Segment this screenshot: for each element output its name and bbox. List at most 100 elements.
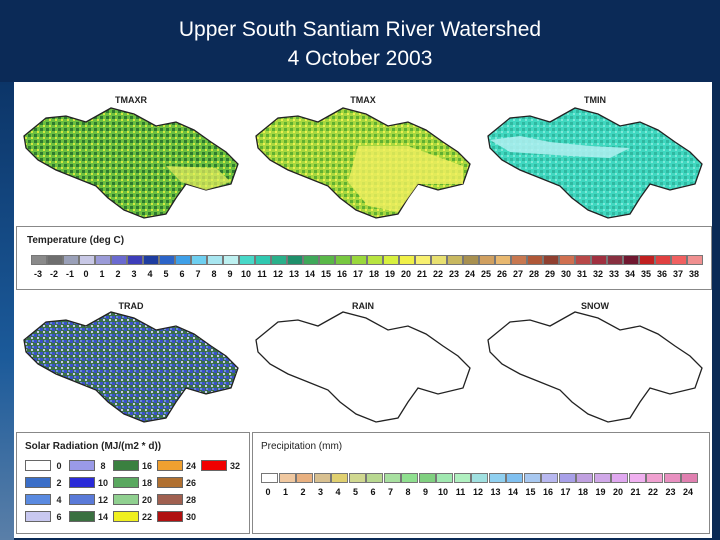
precip-swatch bbox=[488, 473, 506, 483]
temperature-swatch bbox=[239, 255, 255, 265]
precip-tick-label: 22 bbox=[647, 487, 658, 497]
temperature-tick-label: 0 bbox=[83, 269, 89, 279]
solar-swatch bbox=[25, 511, 51, 522]
solar-legend-item: 28 bbox=[157, 494, 199, 505]
precip-tick-label: 18 bbox=[577, 487, 588, 497]
temperature-swatch bbox=[399, 255, 415, 265]
temperature-swatch bbox=[415, 255, 431, 265]
solar-value-label: 18 bbox=[141, 477, 152, 488]
title-bar: Upper South Santiam River Watershed 4 Oc… bbox=[0, 0, 720, 82]
temperature-swatch bbox=[607, 255, 623, 265]
solar-value-label: 30 bbox=[185, 511, 196, 522]
precip-tick-label: 15 bbox=[525, 487, 536, 497]
temperature-tick-label: 32 bbox=[592, 269, 603, 279]
solar-swatch bbox=[157, 477, 183, 488]
solar-legend-item: 16 bbox=[113, 460, 155, 471]
precip-tick-label: 3 bbox=[317, 487, 323, 497]
precip-swatch bbox=[261, 473, 278, 483]
precip-tick-label: 12 bbox=[472, 487, 483, 497]
solar-value-label: 4 bbox=[56, 494, 62, 505]
temperature-swatch bbox=[127, 255, 143, 265]
temperature-tick-label: 1 bbox=[99, 269, 105, 279]
solar-swatch bbox=[25, 477, 51, 488]
temperature-swatch bbox=[159, 255, 175, 265]
precip-tick-label: 0 bbox=[265, 487, 271, 497]
solar-legend-item: 32 bbox=[201, 460, 243, 471]
precip-tick-label: 2 bbox=[300, 487, 306, 497]
solar-radiation-legend: Solar Radiation (MJ/(m2 * d)) 0 2 4 6 8 10 12 1… bbox=[16, 432, 250, 534]
temperature-swatch bbox=[335, 255, 351, 265]
solar-legend-item: 26 bbox=[157, 477, 199, 488]
precip-swatch bbox=[278, 473, 296, 483]
solar-value-label: 26 bbox=[185, 477, 196, 488]
solar-value-label: 0 bbox=[56, 460, 62, 471]
solar-legend-item: 12 bbox=[69, 494, 111, 505]
solar-swatch bbox=[69, 460, 95, 471]
temperature-tick-label: -2 bbox=[49, 269, 58, 279]
solar-value-label: 6 bbox=[56, 511, 62, 522]
temperature-tick-label: 28 bbox=[528, 269, 539, 279]
solar-value-label: 20 bbox=[141, 494, 152, 505]
temperature-swatch bbox=[479, 255, 495, 265]
temperature-tick-label: 35 bbox=[640, 269, 651, 279]
solar-swatch bbox=[157, 460, 183, 471]
temperature-swatch bbox=[143, 255, 159, 265]
precip-swatch bbox=[558, 473, 576, 483]
temperature-tick-label: 3 bbox=[131, 269, 137, 279]
temperature-swatch bbox=[591, 255, 607, 265]
solar-swatch bbox=[113, 511, 139, 522]
temperature-swatch bbox=[431, 255, 447, 265]
temperature-swatch bbox=[511, 255, 527, 265]
temperature-tick-label: 20 bbox=[400, 269, 411, 279]
temperature-swatch-row bbox=[31, 255, 703, 265]
temperature-swatch bbox=[95, 255, 111, 265]
temperature-tick-label: 26 bbox=[496, 269, 507, 279]
precip-swatch bbox=[383, 473, 401, 483]
temperature-swatch bbox=[559, 255, 575, 265]
solar-swatch bbox=[157, 511, 183, 522]
watershed-map-tmaxr bbox=[23, 107, 239, 219]
solar-legend-item: 8 bbox=[69, 460, 111, 471]
precip-tick-label: 8 bbox=[405, 487, 411, 497]
solar-swatch bbox=[25, 460, 51, 471]
precip-swatch bbox=[471, 473, 488, 483]
solar-swatch bbox=[157, 494, 183, 505]
solar-value-label: 16 bbox=[141, 460, 152, 471]
temperature-tick-label: 38 bbox=[688, 269, 699, 279]
temperature-tick-label: 21 bbox=[416, 269, 427, 279]
solar-value-label: 14 bbox=[97, 511, 108, 522]
precip-tick-label: 20 bbox=[612, 487, 623, 497]
precip-swatch bbox=[506, 473, 523, 483]
temperature-tick-label: 22 bbox=[432, 269, 443, 279]
temperature-tick-label: 4 bbox=[147, 269, 153, 279]
temperature-tick-label: 13 bbox=[288, 269, 299, 279]
solar-swatch bbox=[25, 494, 51, 505]
temperature-tick-label: 5 bbox=[163, 269, 169, 279]
temperature-swatch bbox=[111, 255, 127, 265]
temperature-swatch bbox=[495, 255, 511, 265]
temperature-legend: Temperature (deg C) -3 -2 -1 0 1 2 3 4 5 6 7 8 9 10 11… bbox=[16, 226, 712, 290]
precip-tick-label: 5 bbox=[352, 487, 358, 497]
temperature-swatch bbox=[543, 255, 559, 265]
temperature-swatch bbox=[47, 255, 63, 265]
temperature-swatch bbox=[255, 255, 271, 265]
temperature-swatch bbox=[367, 255, 383, 265]
temperature-swatch bbox=[687, 255, 703, 265]
temperature-tick-label: 36 bbox=[656, 269, 667, 279]
solar-legend-item: 14 bbox=[69, 511, 111, 522]
precip-swatch bbox=[348, 473, 366, 483]
precip-swatch-row bbox=[261, 473, 699, 483]
solar-swatch bbox=[69, 511, 95, 522]
map-tmax: TMAX bbox=[248, 86, 478, 224]
temperature-tick-label: 11 bbox=[257, 269, 267, 279]
solar-legend-item: 6 bbox=[25, 511, 67, 522]
solar-legend-title: Solar Radiation (MJ/(m2 * d)) bbox=[25, 441, 162, 452]
temperature-tick-label: 8 bbox=[211, 269, 217, 279]
temperature-tick-label: 15 bbox=[320, 269, 331, 279]
temperature-tick-row: -3 -2 -1 0 1 2 3 4 5 6 7 8 9 10 11 12 13 14 15 16 17 18 19 20 21… bbox=[31, 269, 711, 281]
map-label: TMAXR bbox=[115, 95, 147, 105]
solar-value-label: 22 bbox=[141, 511, 152, 522]
temperature-tick-label: 6 bbox=[179, 269, 185, 279]
temperature-swatch bbox=[655, 255, 671, 265]
precip-swatch bbox=[541, 473, 558, 483]
